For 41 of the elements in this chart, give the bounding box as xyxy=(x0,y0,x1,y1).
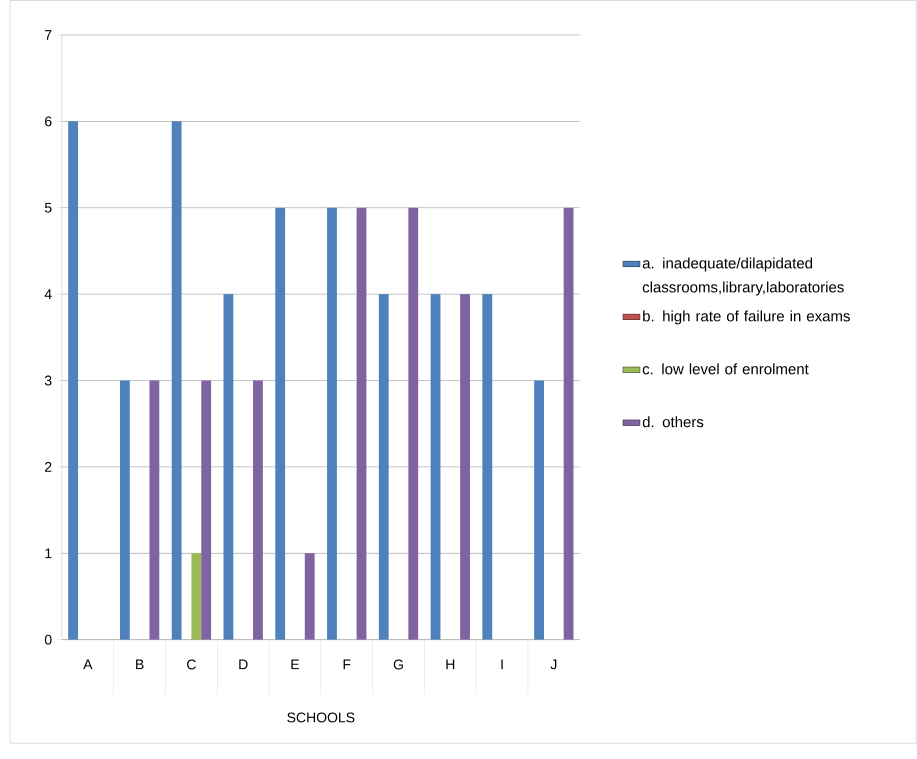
bar xyxy=(68,121,78,640)
bar xyxy=(149,380,160,640)
x-tick-label: J xyxy=(550,659,556,670)
bar xyxy=(120,380,130,640)
bar xyxy=(275,208,286,640)
y-tick-label: 7 xyxy=(45,30,52,40)
x-axis-title: SCHOOLS xyxy=(287,712,354,722)
bar xyxy=(430,294,440,640)
x-tick-label: A xyxy=(83,659,92,670)
bar xyxy=(408,208,418,640)
bar xyxy=(564,208,574,640)
bar xyxy=(304,553,315,640)
x-tick-label: I xyxy=(501,659,503,670)
y-tick-label: 5 xyxy=(44,202,52,213)
bar xyxy=(191,553,202,640)
y-tick-label: 0 xyxy=(44,634,52,645)
bar xyxy=(253,380,263,640)
legend-label: b. high rate of failure in exams xyxy=(643,310,850,324)
bar xyxy=(224,294,234,640)
x-tick-label: D xyxy=(239,659,248,670)
x-tick-label: H xyxy=(446,659,454,670)
x-tick-label: G xyxy=(394,659,403,670)
bar xyxy=(201,380,212,640)
bar xyxy=(460,294,470,640)
bar xyxy=(534,380,544,640)
bar xyxy=(327,208,337,640)
bar xyxy=(172,121,182,640)
x-tick-label: F xyxy=(344,659,350,670)
x-tick-label: E xyxy=(291,659,300,670)
y-tick-label: 6 xyxy=(45,116,52,126)
bar xyxy=(378,294,389,640)
legend-label: c. low level of enrolment xyxy=(642,363,809,374)
bar xyxy=(356,208,366,640)
y-tick-label: 1 xyxy=(45,548,52,558)
bar xyxy=(482,294,492,640)
x-tick-label: C xyxy=(187,659,196,670)
legend-label: d. others xyxy=(642,416,704,428)
y-tick-label: 3 xyxy=(44,375,52,386)
y-tick-label: 4 xyxy=(44,289,52,299)
y-tick-label: 2 xyxy=(45,462,52,472)
x-tick-label: B xyxy=(136,659,144,670)
